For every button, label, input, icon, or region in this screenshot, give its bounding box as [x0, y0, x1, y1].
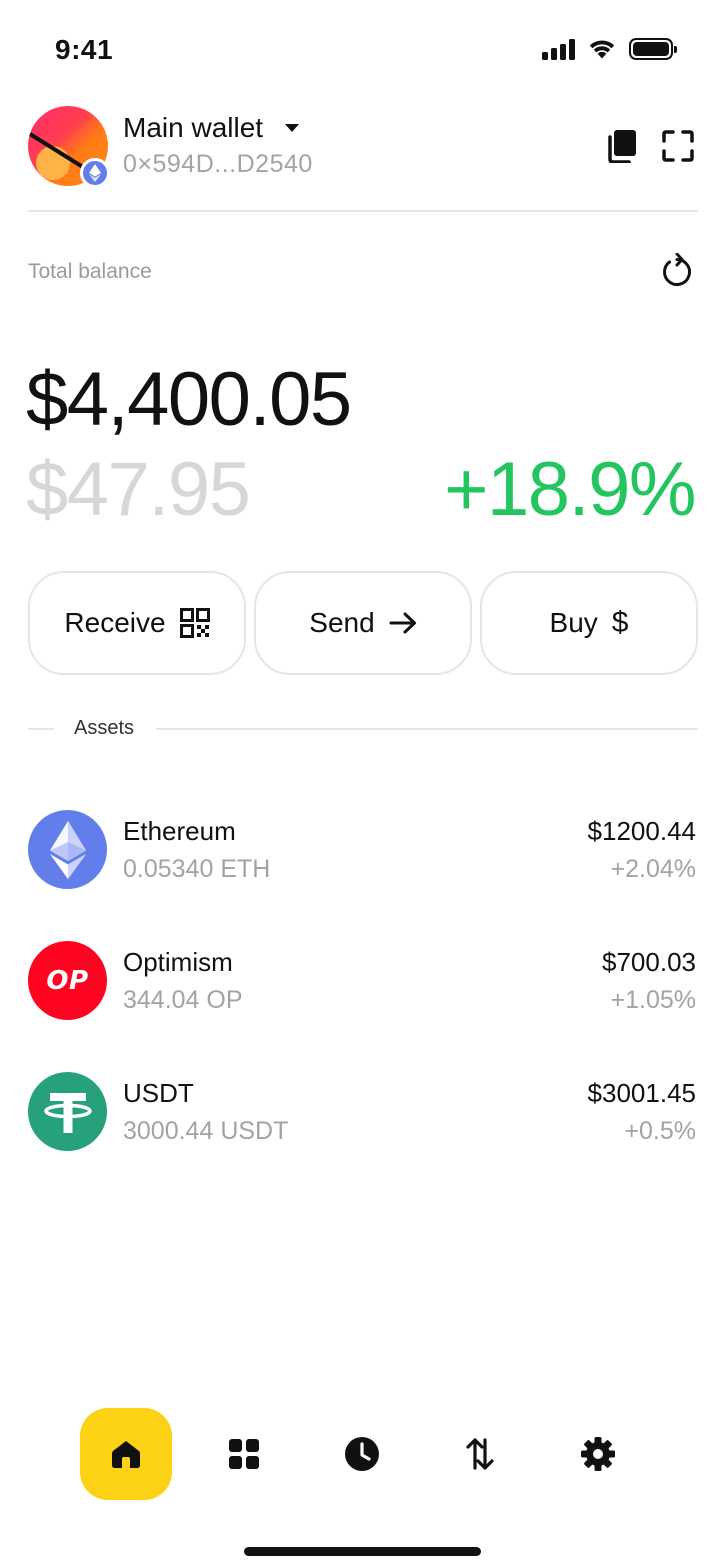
- buy-label: Buy: [549, 607, 598, 638]
- asset-value: $1200.44: [587, 816, 696, 846]
- asset-value: $700.03: [602, 947, 696, 977]
- clock-icon: [345, 1437, 379, 1471]
- asset-name: Optimism: [123, 947, 233, 977]
- tab-home[interactable]: [80, 1408, 172, 1500]
- wallet-avatar[interactable]: [28, 106, 108, 186]
- tab-history[interactable]: [316, 1408, 408, 1500]
- assets-title: Assets: [74, 717, 135, 739]
- header-divider: [28, 210, 698, 212]
- scan-icon: [662, 130, 694, 162]
- copy-icon: [608, 130, 636, 163]
- status-time: 9:41: [55, 34, 114, 65]
- total-balance-value: $4,400.05: [26, 357, 352, 442]
- asset-row-usdt[interactable]: USDT 3000.44 USDT $3001.45 +0.5%: [28, 1072, 698, 1152]
- home-indicator: [244, 1547, 481, 1556]
- section-divider: [156, 728, 698, 730]
- wallet-address: 0×594D...D2540: [123, 150, 313, 178]
- arrow-right-icon: [389, 612, 416, 634]
- asset-amount: 0.05340 ETH: [123, 855, 271, 883]
- asset-change: +1.05%: [610, 986, 697, 1014]
- asset-row-optimism[interactable]: OP Optimism 344.04 OP $700.03 +1.05%: [28, 941, 698, 1021]
- caret-down-icon: [285, 124, 300, 132]
- refresh-button[interactable]: [659, 252, 695, 288]
- wifi-icon: [589, 40, 615, 59]
- asset-row-ethereum[interactable]: Ethereum 0.05340 ETH $1200.44 +2.04%: [28, 810, 698, 890]
- action-buttons: Receive Send Buy $: [28, 571, 698, 675]
- send-label: Send: [309, 607, 375, 638]
- total-balance-label: Total balance: [28, 260, 152, 283]
- buy-button[interactable]: Buy $: [480, 571, 698, 675]
- bottom-tab-bar: [80, 1408, 640, 1500]
- receive-label: Receive: [64, 607, 166, 638]
- asset-amount: 3000.44 USDT: [123, 1117, 289, 1145]
- ethereum-network-badge-icon: [80, 158, 110, 188]
- asset-name: Ethereum: [123, 816, 236, 846]
- battery-icon: [629, 38, 677, 60]
- tether-logo-icon: [28, 1072, 107, 1151]
- asset-name: USDT: [123, 1078, 194, 1108]
- optimism-logo-icon: OP: [28, 941, 107, 1020]
- wallet-selector[interactable]: Main wallet: [123, 112, 300, 144]
- receive-button[interactable]: Receive: [28, 571, 246, 675]
- section-divider: [28, 728, 54, 730]
- ethereum-logo-icon: [28, 810, 107, 889]
- copy-address-button[interactable]: [604, 128, 640, 164]
- tab-swap[interactable]: [434, 1408, 526, 1500]
- optimism-logo-text: OP: [46, 965, 89, 996]
- asset-change: +0.5%: [624, 1117, 696, 1145]
- asset-change: +2.04%: [610, 855, 697, 883]
- swap-icon: [466, 1438, 494, 1470]
- status-bar: 9:41: [0, 0, 723, 100]
- dollar-icon: $: [611, 606, 629, 639]
- scan-qr-button[interactable]: [660, 128, 696, 164]
- tab-apps[interactable]: [198, 1408, 290, 1500]
- refresh-icon: [663, 253, 691, 286]
- home-icon: [112, 1441, 140, 1468]
- asset-value: $3001.45: [587, 1078, 696, 1108]
- qr-code-icon: [179, 608, 210, 638]
- send-button[interactable]: Send: [254, 571, 472, 675]
- wallet-header: Main wallet 0×594D...D2540: [28, 106, 698, 188]
- assets-section-header: Assets: [28, 716, 698, 742]
- settings-icon: [581, 1437, 615, 1471]
- asset-amount: 344.04 OP: [123, 986, 243, 1014]
- wallet-name: Main wallet: [123, 112, 264, 143]
- status-icons: [542, 38, 677, 60]
- grid-icon: [229, 1439, 259, 1469]
- tab-settings[interactable]: [552, 1408, 644, 1500]
- balance-change-amount: $47.95: [26, 447, 251, 532]
- cellular-signal-icon: [542, 38, 575, 60]
- balance-change-percent: +18.9%: [444, 447, 696, 532]
